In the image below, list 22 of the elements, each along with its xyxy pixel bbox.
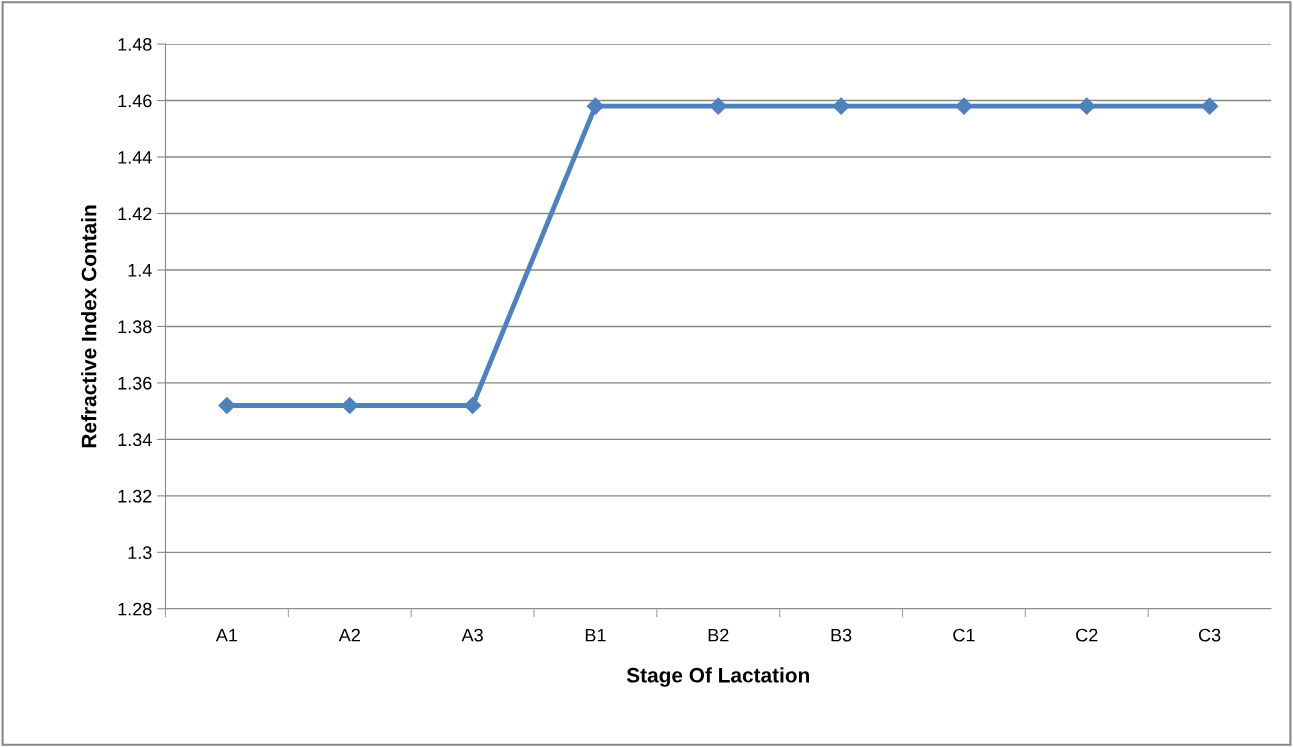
x-tick-label: B3: [831, 628, 852, 642]
x-tick-label: C3: [1198, 628, 1221, 642]
y-tick-label: 1.48: [118, 38, 152, 51]
y-tick-label: 1.46: [118, 94, 152, 108]
y-tick-label: 1.3: [128, 546, 152, 560]
y-tick-label: 1.38: [118, 320, 152, 334]
y-tick-label: 1.28: [118, 602, 152, 616]
x-tick-label: C1: [953, 628, 975, 642]
x-tick-label: A1: [215, 628, 238, 642]
y-axis-title: Refractive Index Contain: [81, 205, 97, 448]
x-tick-label: A2: [338, 628, 360, 642]
y-tick-label: 1.36: [118, 376, 152, 390]
y-tick-label: 1.32: [118, 489, 152, 503]
y-tick-label: 1.34: [118, 433, 152, 447]
x-axis-title: Stage Of Lactation: [626, 667, 809, 687]
x-tick-label: A3: [461, 628, 483, 642]
y-tick-label: 1.44: [118, 151, 152, 164]
y-tick-label: 1.42: [118, 207, 152, 221]
x-tick-label: C2: [1076, 628, 1098, 642]
y-tick-label: 1.4: [128, 264, 152, 277]
x-tick-label: B1: [585, 628, 606, 642]
x-tick-label: B2: [708, 628, 729, 642]
